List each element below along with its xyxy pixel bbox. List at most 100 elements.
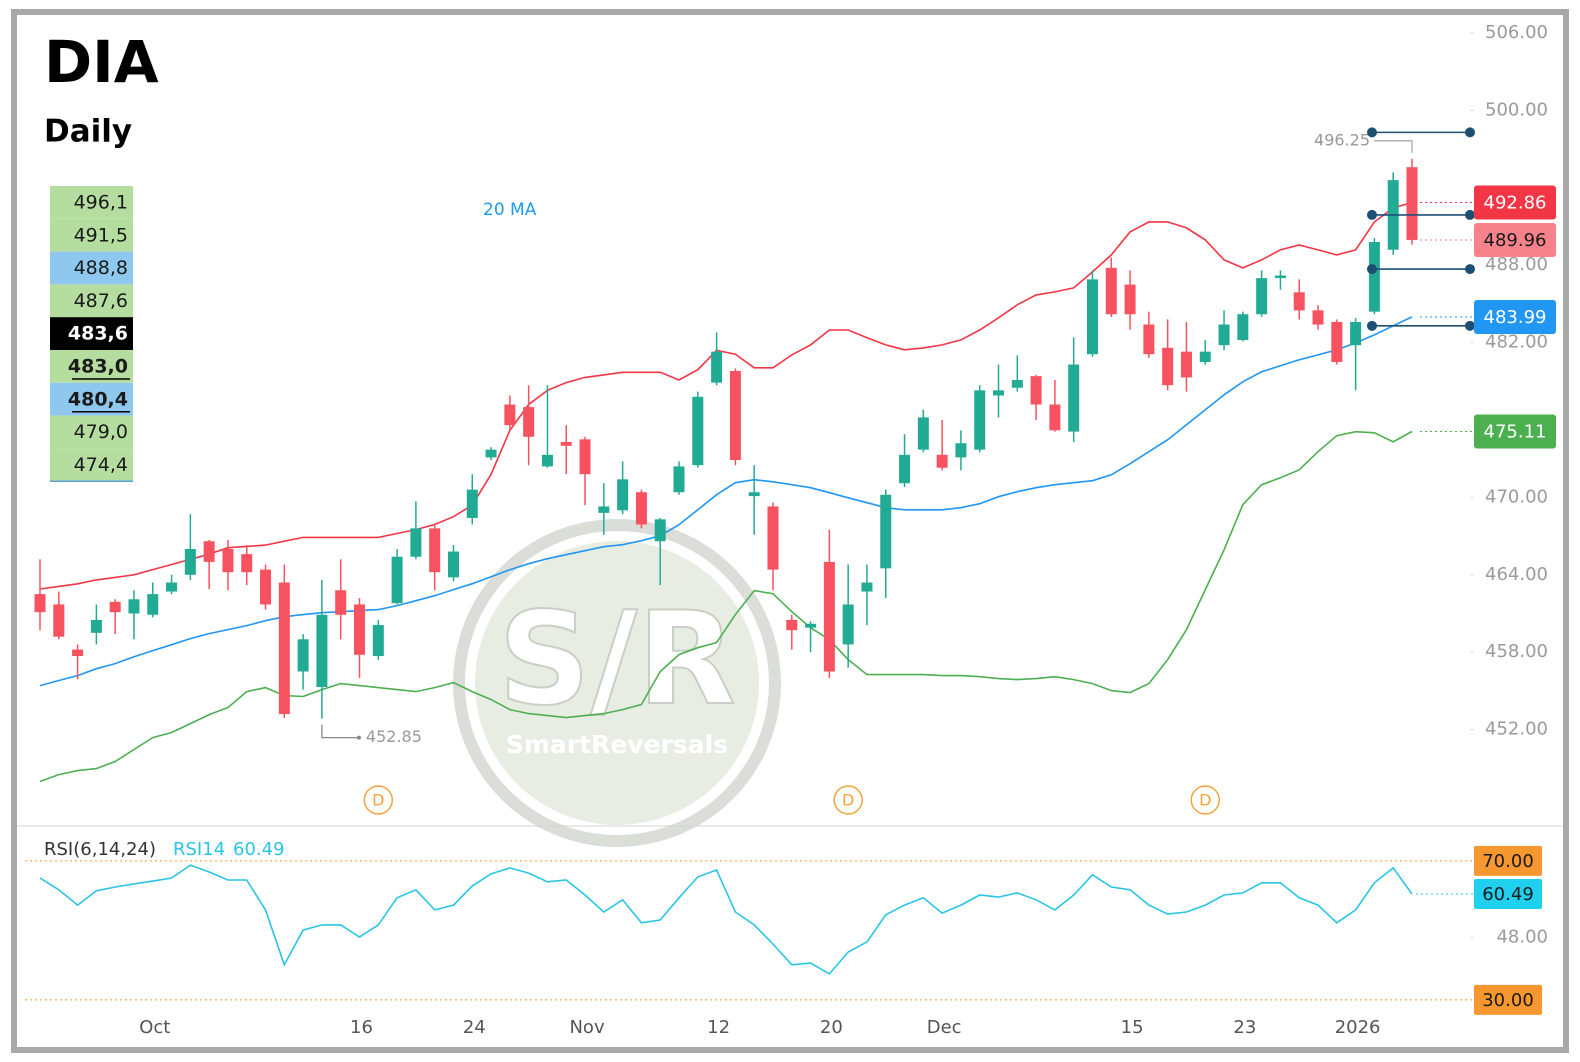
candle-body <box>560 441 572 446</box>
level-cell <box>50 415 133 449</box>
level-cell <box>50 186 133 219</box>
level-value: 479,0 <box>74 421 128 443</box>
y-tick-label: 488.00 <box>1485 254 1548 275</box>
candle-body <box>936 454 948 468</box>
candle-body <box>429 528 441 573</box>
level-cell <box>50 382 133 416</box>
rsi-line <box>39 864 1413 975</box>
candle-body <box>748 492 760 497</box>
candle-body <box>993 390 1005 396</box>
candle-body <box>823 561 835 672</box>
candle-body <box>598 506 610 513</box>
watermark-disc <box>475 541 759 825</box>
candle-body <box>147 594 159 615</box>
candle-body <box>1011 380 1023 388</box>
level-dot <box>1367 209 1377 220</box>
y-tick-label: 506.00 <box>1485 22 1548 43</box>
candle-body <box>673 466 685 493</box>
price-badge-label: 483.99 <box>1484 307 1547 328</box>
x-tick-label: Dec <box>927 1017 962 1038</box>
candle-body <box>297 639 309 672</box>
high-label: 496.25 <box>1314 130 1370 149</box>
candle-body <box>335 590 347 615</box>
candle-body <box>1237 314 1249 341</box>
level-dot <box>1367 320 1377 331</box>
chart-title: DIA <box>44 28 159 96</box>
candle-body <box>692 396 704 466</box>
watermark-ring <box>453 519 781 847</box>
level-cell <box>50 218 133 252</box>
y-tick-label: 500.00 <box>1485 99 1548 120</box>
candle-body <box>485 449 497 458</box>
candle-body <box>203 541 215 562</box>
price-badge-label: 475.11 <box>1484 421 1547 442</box>
low-pointer-dot <box>356 735 361 740</box>
candle-body <box>241 554 253 573</box>
candle-body <box>316 614 328 687</box>
price-badge-label: 492.86 <box>1484 193 1547 214</box>
level-value: 487,6 <box>74 290 128 312</box>
rsi-badge-label: 60.49 <box>1482 884 1534 905</box>
candle-body <box>1180 351 1192 378</box>
candle-body <box>711 351 723 383</box>
x-tick-label: 24 <box>463 1017 486 1038</box>
candle-body <box>1312 310 1324 325</box>
candle-body <box>278 582 290 715</box>
x-tick-label: 16 <box>350 1017 373 1038</box>
candle-body <box>579 439 591 475</box>
x-tick-label: Oct <box>139 1017 170 1038</box>
candle-body <box>166 582 178 592</box>
level-dot <box>1465 127 1475 138</box>
candle-body <box>1256 278 1268 315</box>
candle-body <box>410 528 422 557</box>
x-tick-label: 2026 <box>1335 1017 1381 1038</box>
candle-body <box>880 494 892 569</box>
indicator-line <box>39 316 1413 687</box>
x-tick-label: 20 <box>820 1017 843 1038</box>
candle-body <box>34 594 46 613</box>
low-pointer <box>321 724 358 739</box>
candle-body <box>1105 267 1117 315</box>
candle-body <box>729 370 741 460</box>
candle-body <box>1124 284 1136 315</box>
candle-body <box>1368 242 1380 312</box>
price-badge <box>1474 299 1556 334</box>
watermark-name: SmartReversals <box>506 730 728 759</box>
candle-body <box>786 619 798 631</box>
candle-body <box>842 604 854 645</box>
chart-subtitle: Daily <box>44 114 132 150</box>
level-value: 474,4 <box>74 454 128 476</box>
level-value: 488,8 <box>74 257 128 279</box>
candle-body <box>1218 324 1230 346</box>
x-tick-label: 23 <box>1233 1017 1256 1038</box>
dividend-label: D <box>842 791 854 810</box>
rsi-badge <box>1474 878 1542 909</box>
y-tick-label: 470.00 <box>1485 486 1548 507</box>
y-tick-label: 452.00 <box>1485 719 1548 740</box>
level-value: 496,1 <box>74 192 128 214</box>
candle-body <box>1049 404 1061 431</box>
candle-body <box>354 604 366 655</box>
candle-body <box>635 492 647 525</box>
level-dot <box>1367 127 1377 138</box>
candle-body <box>72 649 84 657</box>
candle-body <box>90 619 102 633</box>
dividend-label: D <box>372 791 384 810</box>
candle-body <box>654 519 666 542</box>
candle-body <box>1293 292 1305 311</box>
candle-body <box>1406 167 1418 240</box>
frame <box>11 9 1569 1053</box>
candle-body <box>128 599 140 614</box>
level-value: 483,0 <box>68 356 128 378</box>
level-dot <box>1367 264 1377 275</box>
candle-body <box>1030 376 1042 405</box>
candle-body <box>1143 324 1155 355</box>
level-cell <box>50 251 133 285</box>
candle-body <box>1331 321 1343 362</box>
level-cell <box>50 317 133 350</box>
level-value: 480,4 <box>68 388 128 410</box>
dividend-marker <box>1190 785 1221 815</box>
rsi-level-badge <box>1474 984 1542 1015</box>
y-tick-label: 482.00 <box>1485 332 1548 353</box>
candle-body <box>767 506 779 570</box>
